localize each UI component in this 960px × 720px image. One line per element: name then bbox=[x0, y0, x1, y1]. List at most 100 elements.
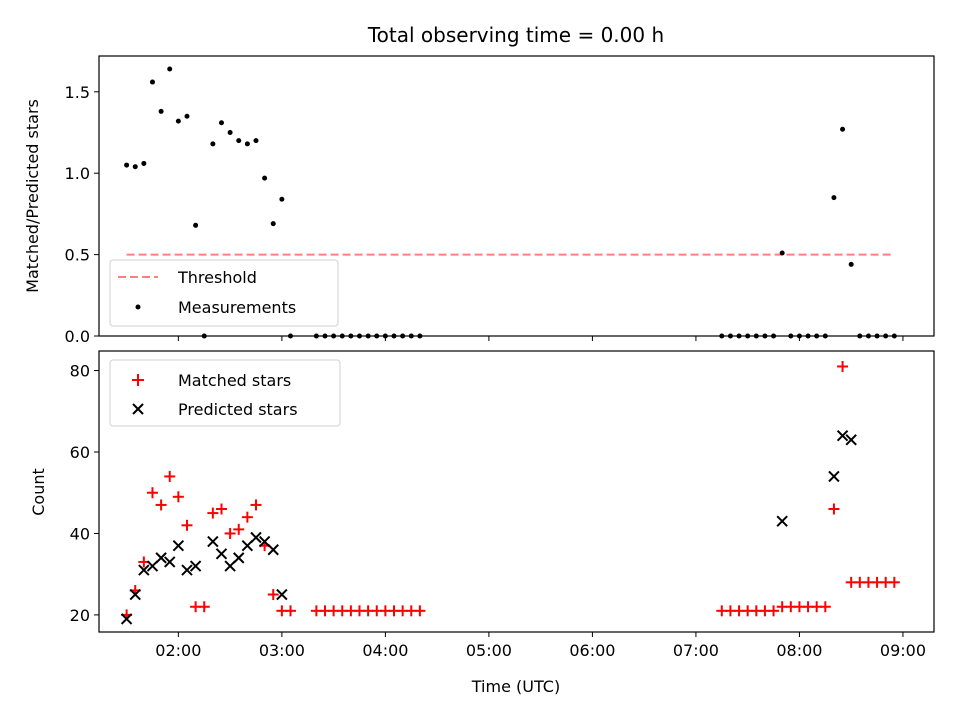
measurement-point bbox=[796, 333, 802, 339]
measurement-point bbox=[874, 333, 880, 339]
legend-predicted-label: Predicted stars bbox=[178, 400, 298, 419]
measurement-point bbox=[141, 160, 147, 166]
legend-measurements-swatch bbox=[135, 304, 141, 310]
measurement-point bbox=[365, 333, 371, 339]
matched-star-point bbox=[241, 511, 253, 523]
measurement-point bbox=[322, 333, 328, 339]
legend-threshold-label: Threshold bbox=[177, 268, 257, 287]
count-x-tick-label: 02:00 bbox=[155, 641, 201, 660]
chart-title: Total observing time = 0.00 h bbox=[367, 23, 664, 47]
measurement-point bbox=[158, 108, 164, 114]
matched-star-point bbox=[888, 576, 900, 588]
predicted-star-point bbox=[129, 588, 141, 601]
measurement-point bbox=[210, 141, 216, 147]
predicted-star-point bbox=[120, 613, 133, 625]
count-y-tick-label: 20 bbox=[70, 606, 90, 625]
measurements-points bbox=[124, 66, 897, 339]
count-panel: 20 40 60 80 02:00 03:00 04:00 05:00 06:00 07:00 08… bbox=[29, 350, 935, 696]
count-legend: Matched stars Predicted stars bbox=[109, 359, 341, 427]
measurement-point bbox=[374, 333, 380, 339]
measurement-point bbox=[124, 162, 130, 168]
measurement-point bbox=[201, 333, 207, 339]
measurement-point bbox=[167, 66, 173, 72]
measurement-point bbox=[400, 333, 406, 339]
predicted-star-point bbox=[181, 564, 193, 576]
predicted-star-point bbox=[138, 564, 150, 576]
measurement-point bbox=[348, 333, 354, 339]
measurement-point bbox=[227, 130, 233, 136]
predicted-star-point bbox=[267, 544, 279, 556]
measurement-point bbox=[891, 333, 897, 339]
ratio-y-tick-label: 1.5 bbox=[65, 83, 90, 102]
matched-star-point bbox=[181, 519, 193, 531]
predicted-star-point bbox=[776, 515, 788, 527]
measurement-point bbox=[236, 138, 242, 144]
matched-star-point bbox=[198, 601, 210, 613]
measurement-point bbox=[279, 196, 285, 202]
count-x-tick-label: 09:00 bbox=[880, 641, 926, 660]
measurement-point bbox=[745, 333, 751, 339]
predicted-star-point bbox=[215, 548, 228, 560]
ratio-legend-box bbox=[109, 259, 339, 327]
predicted-star-point bbox=[845, 434, 857, 446]
matched-star-point bbox=[172, 491, 184, 503]
count-legend-box bbox=[109, 359, 341, 427]
predicted-star-point bbox=[224, 560, 236, 572]
ratio-y-axis-label: Matched/Predicted stars bbox=[23, 99, 42, 293]
legend-predicted-swatch bbox=[132, 403, 144, 415]
measurement-point bbox=[218, 120, 224, 126]
matched-star-point bbox=[414, 605, 426, 617]
count-x-tick-label: 06:00 bbox=[569, 641, 615, 660]
measurement-point bbox=[865, 333, 871, 339]
matched-star-point bbox=[284, 605, 296, 617]
ratio-axes: 0.0 0.5 1.0 1.5 bbox=[65, 55, 935, 346]
count-x-tick-label: 07:00 bbox=[673, 641, 719, 660]
measurement-point bbox=[339, 333, 345, 339]
predicted-star-point bbox=[155, 552, 167, 564]
measurement-point bbox=[357, 333, 363, 339]
measurement-point bbox=[313, 333, 319, 339]
measurement-point bbox=[175, 118, 181, 124]
measurement-point bbox=[193, 222, 199, 228]
matched-star-point bbox=[819, 601, 831, 613]
matched-star-point bbox=[224, 527, 236, 539]
predicted-star-point bbox=[250, 531, 262, 544]
predicted-star-point bbox=[258, 535, 271, 548]
ratio-y-tick-label: 1.0 bbox=[65, 164, 90, 183]
ratio-legend: Threshold Measurements bbox=[109, 259, 339, 327]
measurement-point bbox=[331, 333, 337, 339]
predicted-stars-points bbox=[120, 430, 857, 625]
predicted-star-point bbox=[207, 535, 219, 548]
measurement-point bbox=[184, 113, 190, 119]
count-x-tick-label: 08:00 bbox=[776, 641, 822, 660]
predicted-star-point bbox=[276, 588, 288, 601]
legend-measurements-label: Measurements bbox=[178, 298, 296, 317]
measurement-point bbox=[262, 175, 268, 181]
count-x-tick-label: 05:00 bbox=[466, 641, 512, 660]
count-frame bbox=[98, 350, 935, 633]
matched-stars-points bbox=[121, 360, 900, 621]
predicted-star-point bbox=[146, 560, 159, 572]
measurement-point bbox=[814, 333, 820, 339]
matched-star-point bbox=[250, 499, 262, 511]
measurement-point bbox=[779, 250, 785, 256]
measurement-point bbox=[805, 333, 811, 339]
measurement-point bbox=[382, 333, 388, 339]
measurement-point bbox=[822, 333, 828, 339]
measurement-point bbox=[253, 138, 259, 144]
count-y-tick-label: 60 bbox=[70, 443, 90, 462]
predicted-star-point bbox=[189, 560, 202, 572]
measurement-point bbox=[788, 333, 794, 339]
predicted-star-point bbox=[828, 470, 840, 483]
ratio-panel: Total observing time = 0.00 h 0.0 0.5 1.0 1… bbox=[23, 23, 935, 346]
legend-matched-label: Matched stars bbox=[178, 371, 291, 390]
measurement-point bbox=[149, 79, 155, 85]
measurement-point bbox=[762, 333, 768, 339]
count-y-tick-label: 80 bbox=[70, 362, 90, 381]
measurement-point bbox=[857, 333, 863, 339]
measurement-point bbox=[840, 126, 846, 132]
matched-star-point bbox=[768, 605, 780, 617]
matched-star-point bbox=[267, 589, 279, 601]
matched-star-point bbox=[146, 487, 158, 499]
